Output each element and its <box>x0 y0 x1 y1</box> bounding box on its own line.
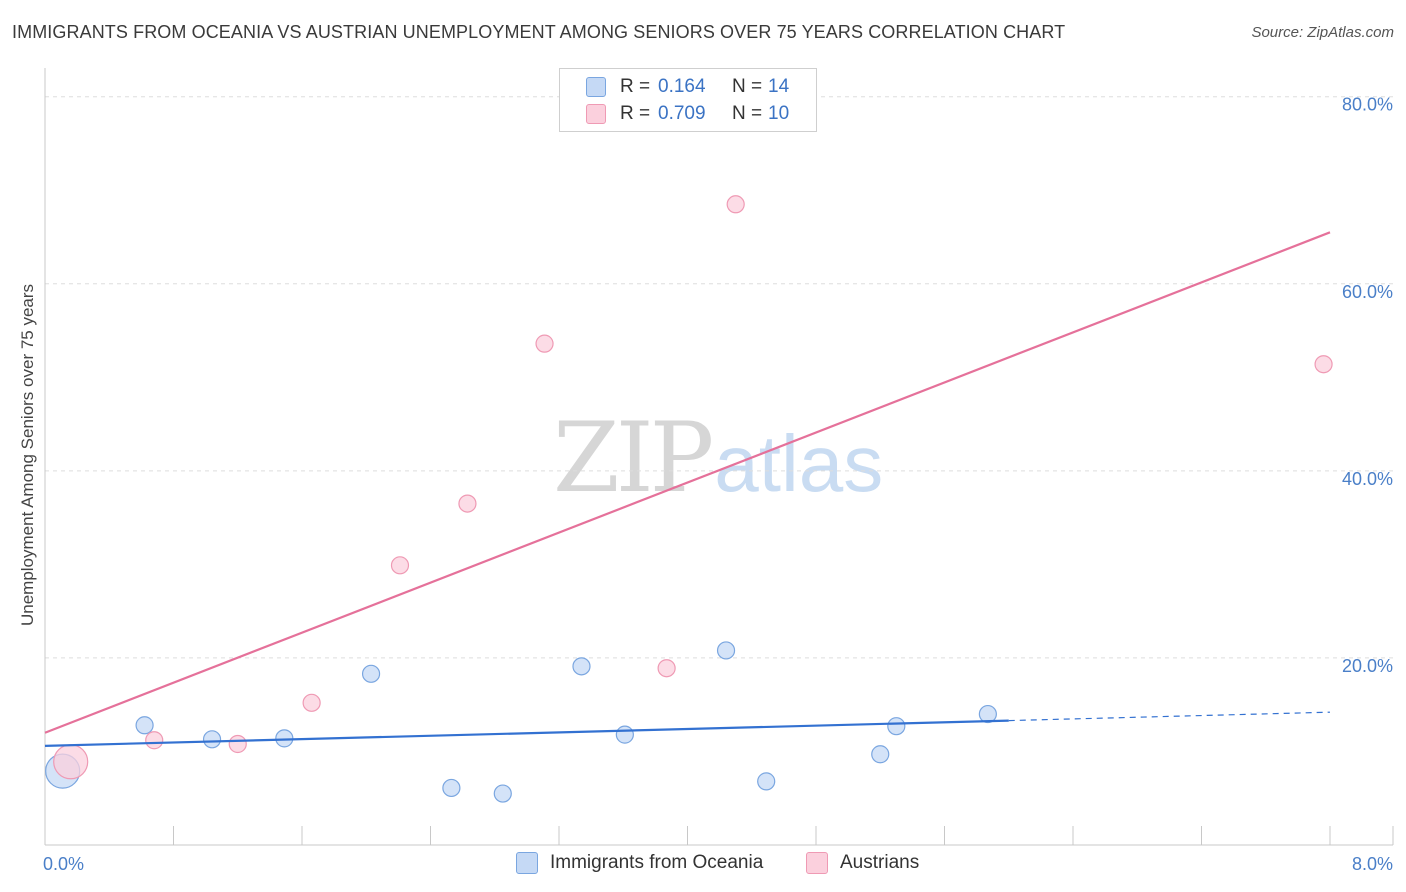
watermark-zip: ZIP <box>553 402 714 514</box>
data-point-oceania <box>361 664 381 683</box>
legend-r-label: R = <box>620 103 651 124</box>
data-point-austrians <box>302 693 321 712</box>
legend-swatch-blue <box>516 852 538 874</box>
data-point-austrians <box>657 659 676 678</box>
data-point-oceania <box>871 745 890 764</box>
legend-swatch-blue <box>586 77 606 97</box>
data-point-oceania <box>716 641 736 660</box>
legend-n-value: 14 <box>768 76 790 97</box>
legend-label-austrians: Austrians <box>840 852 920 873</box>
legend-item-oceania[interactable]: Immigrants from Oceania <box>516 852 763 874</box>
x-tick-label: 8.0% <box>1352 854 1393 874</box>
legend-item-austrians[interactable]: Austrians <box>806 852 919 874</box>
legend-n-value: 10 <box>768 103 790 124</box>
data-point-austrians <box>535 334 554 353</box>
source-label: Source: ZipAtlas.com <box>1251 24 1394 41</box>
data-point-oceania <box>615 725 634 744</box>
data-point-austrians <box>458 494 477 513</box>
y-tick-label: 40.0% <box>1342 469 1393 489</box>
legend-r-value: 0.164 <box>658 76 706 97</box>
data-point-oceania <box>572 657 591 676</box>
y-tick-label: 20.0% <box>1342 656 1393 676</box>
trend-line-oceania-extension <box>1008 711 1331 722</box>
data-point-oceania <box>978 704 997 724</box>
data-point-oceania <box>442 778 461 798</box>
series-legend: Immigrants from Oceania Austrians <box>0 852 1406 878</box>
data-point-oceania <box>757 772 776 791</box>
legend-n-label: N = <box>732 76 763 97</box>
watermark-atlas: atlas <box>714 419 884 508</box>
data-point-oceania <box>135 716 154 735</box>
legend-r-label: R = <box>620 76 651 97</box>
data-point-austrians <box>228 734 247 754</box>
data-point-oceania <box>887 717 906 736</box>
legend-swatch-pink <box>806 852 828 874</box>
y-tick-label: 80.0% <box>1342 95 1393 115</box>
data-point-austrians <box>53 744 89 780</box>
watermark: ZIPatlas <box>553 402 883 514</box>
data-point-austrians <box>145 731 164 750</box>
trend-line-austrians <box>44 231 1331 734</box>
data-point-oceania <box>493 784 512 803</box>
data-point-austrians <box>1314 355 1333 374</box>
data-point-austrians <box>390 556 410 575</box>
trend-line-oceania <box>44 719 1009 747</box>
correlation-legend: R = 0.164 N = 14 R = 0.709 N = 10 <box>559 68 817 132</box>
data-point-austrians <box>726 195 745 214</box>
legend-label-oceania: Immigrants from Oceania <box>550 852 764 873</box>
data-point-oceania <box>202 730 222 749</box>
legend-n-label: N = <box>732 103 763 124</box>
y-tick-label: 60.0% <box>1342 282 1393 302</box>
x-tick-label: 0.0% <box>43 854 84 874</box>
legend-r-value: 0.709 <box>658 103 706 124</box>
chart-title: IMMIGRANTS FROM OCEANIA VS AUSTRIAN UNEM… <box>12 22 1066 42</box>
legend-swatch-pink <box>586 104 606 124</box>
